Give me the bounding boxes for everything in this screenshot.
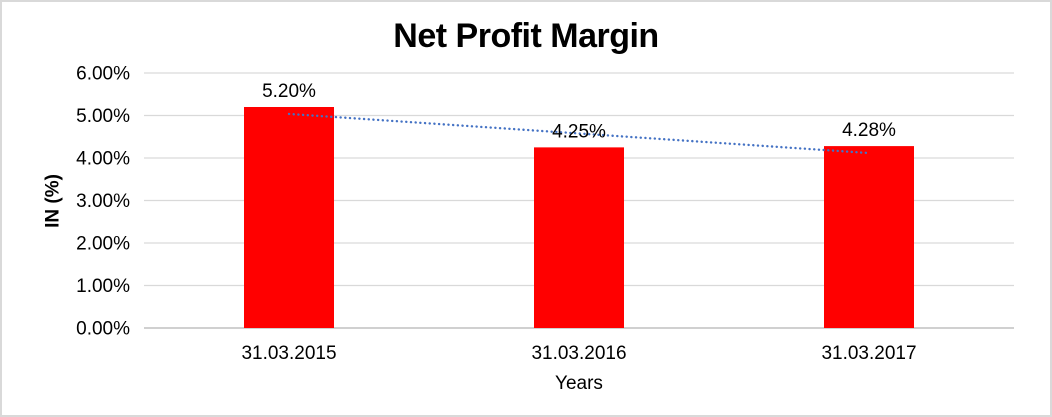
data-label: 4.25%: [552, 121, 606, 142]
bar-31.03.2015: [244, 107, 334, 328]
y-tick-label: 5.00%: [76, 106, 130, 127]
bar-31.03.2017: [824, 146, 914, 328]
bar-31.03.2016: [534, 147, 624, 328]
y-tick-label: 4.00%: [76, 149, 130, 170]
y-tick-label: 0.00%: [76, 319, 130, 340]
data-label: 5.20%: [262, 81, 316, 102]
x-tick-label: 31.03.2015: [241, 343, 336, 364]
x-axis-title: Years: [555, 373, 603, 394]
y-tick-label: 6.00%: [76, 64, 130, 85]
y-tick-label: 1.00%: [76, 276, 130, 297]
y-tick-label: 3.00%: [76, 191, 130, 212]
y-axis-title: IN (%): [43, 174, 64, 228]
chart-title: Net Profit Margin: [393, 17, 659, 55]
data-label: 4.28%: [842, 120, 896, 141]
y-tick-label: 2.00%: [76, 234, 130, 255]
trendline: [287, 112, 871, 155]
x-tick-label: 31.03.2017: [821, 343, 916, 364]
x-tick-label: 31.03.2016: [531, 343, 626, 364]
